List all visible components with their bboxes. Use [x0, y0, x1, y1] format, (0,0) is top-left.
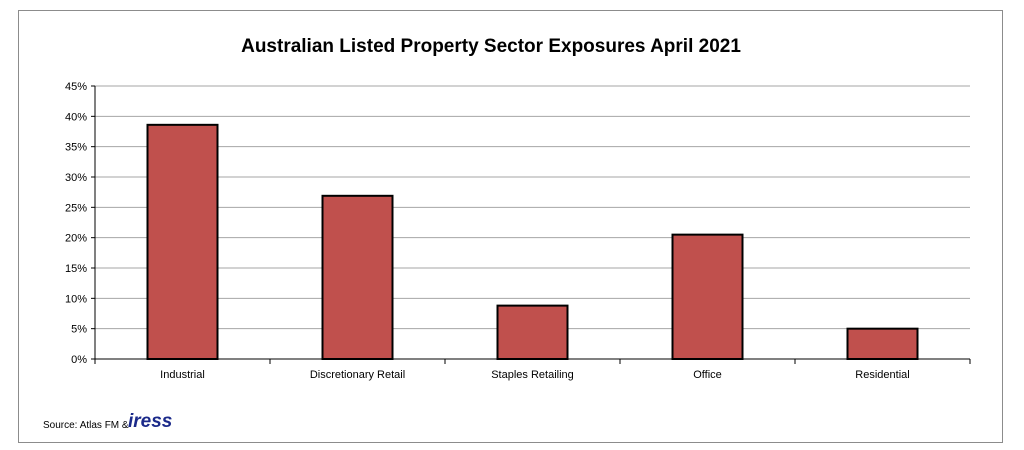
bar: [321, 194, 394, 360]
y-tick-label: 15%: [65, 263, 87, 275]
iress-logo: iress: [128, 411, 172, 432]
gridlines: [91, 85, 970, 360]
y-tick-label: 45%: [65, 81, 87, 93]
chart-title: Australian Listed Property Sector Exposu…: [241, 36, 741, 57]
x-category-label: Discretionary Retail: [310, 369, 405, 381]
x-axis-ticks: [94, 359, 971, 364]
y-tick-label: 25%: [65, 202, 87, 214]
y-tick-label: 0%: [71, 354, 87, 366]
x-category-label: Office: [693, 369, 722, 381]
x-category-label: Residential: [855, 369, 909, 381]
y-tick-label: 20%: [65, 233, 87, 245]
x-category-label: Staples Retailing: [491, 369, 574, 381]
bar: [146, 123, 219, 361]
bar: [671, 233, 744, 360]
x-category-label: Industrial: [160, 369, 205, 381]
y-tick-label: 5%: [71, 324, 87, 336]
bar: [846, 327, 919, 360]
y-tick-label: 10%: [65, 293, 87, 305]
y-axis-tick-labels: 0% 5% 10% 15% 20% 25% 30% 35% 40% 45%: [65, 81, 87, 366]
y-tick-label: 35%: [65, 142, 87, 154]
y-tick-label: 30%: [65, 172, 87, 184]
bar: [496, 304, 569, 361]
x-axis-category-labels: Industrial Discretionary Retail Staples Re…: [160, 369, 910, 381]
source-note: Source: Atlas FM &: [43, 420, 129, 431]
y-tick-label: 40%: [65, 111, 87, 123]
bars: [146, 123, 919, 361]
